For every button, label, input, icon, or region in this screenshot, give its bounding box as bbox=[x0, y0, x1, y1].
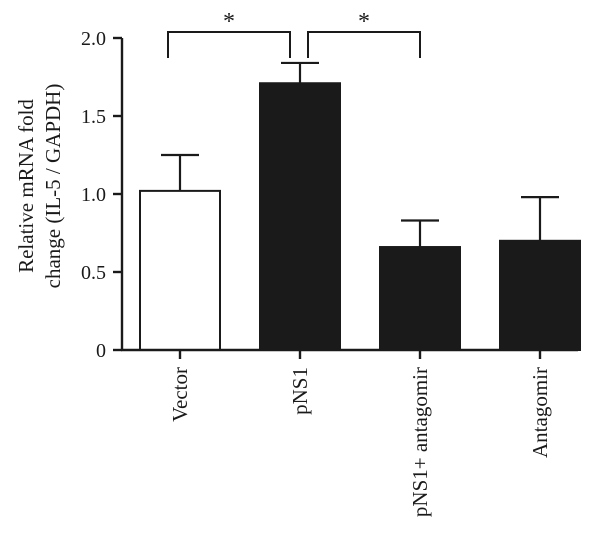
error-bar-4 bbox=[521, 196, 559, 241]
bracket-line bbox=[167, 31, 291, 58]
y-tick-label: 0 bbox=[96, 340, 106, 362]
bars bbox=[139, 82, 581, 352]
y-tick-label: 2.0 bbox=[81, 28, 106, 50]
y-tick-label: 0.5 bbox=[81, 262, 106, 284]
bar-vector bbox=[139, 189, 221, 351]
x-tick-label: pNS1 bbox=[288, 367, 312, 415]
bracket-line bbox=[307, 31, 421, 58]
x-tick-label: Antagomir bbox=[528, 367, 552, 458]
significance-bracket-1: * bbox=[167, 9, 291, 58]
y-tick-label: 1.0 bbox=[81, 184, 106, 206]
bar-antagomir bbox=[499, 239, 581, 351]
y-ticks: 0 0.5 1.0 1.5 2.0 bbox=[81, 28, 122, 362]
bar-pns1 bbox=[259, 82, 341, 352]
y-axis-title: Relative mRNA fold change (IL-5 / GAPDH) bbox=[14, 84, 65, 289]
significance-brackets: * * bbox=[167, 9, 421, 58]
x-tick-labels: Vector pNS1 pNS1+ antagomir Antagomir bbox=[168, 350, 552, 517]
x-tick-label: pNS1+ antagomir bbox=[408, 367, 432, 517]
y-axis-title-line-2: change (IL-5 / GAPDH) bbox=[41, 84, 65, 289]
error-bar-1 bbox=[161, 153, 199, 191]
y-tick-label: 1.5 bbox=[81, 106, 106, 128]
bar-pns1-antagomir bbox=[379, 246, 461, 351]
significance-star: * bbox=[223, 9, 235, 35]
significance-bracket-2: * bbox=[307, 9, 421, 58]
error-bar-2 bbox=[281, 61, 319, 84]
y-axis-title-line-1: Relative mRNA fold bbox=[14, 99, 38, 273]
x-tick-label: Vector bbox=[168, 367, 192, 422]
error-bar-3 bbox=[401, 219, 439, 248]
significance-star: * bbox=[358, 9, 370, 35]
error-bars bbox=[161, 61, 559, 248]
